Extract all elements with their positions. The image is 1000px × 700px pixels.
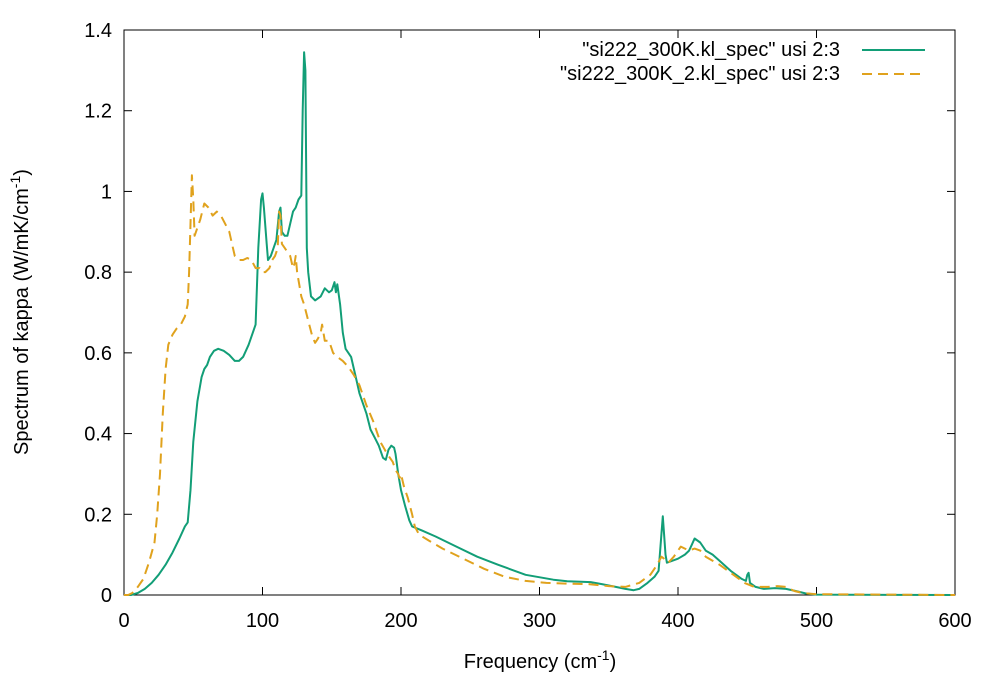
y-tick-label: 0.6 bbox=[84, 343, 112, 365]
x-tick-label: 600 bbox=[938, 610, 971, 632]
tick-labels: 0 100 200 300 400 500 600 0 0.2 0.4 0.6 0.8 1 1.2 1.4 bbox=[84, 20, 972, 632]
tick-marks bbox=[123, 29, 956, 596]
y-tick-label: 0 bbox=[101, 585, 112, 607]
y-tick-label: 0.2 bbox=[84, 504, 112, 526]
series-layer bbox=[124, 51, 956, 596]
legend-label-2: "si222_300K_2.kl_spec" usi 2:3 bbox=[560, 63, 840, 85]
x-tick-label: 200 bbox=[384, 610, 417, 632]
series-line-2 bbox=[124, 174, 956, 596]
y-tick-label: 1 bbox=[101, 181, 112, 203]
x-tick-label: 100 bbox=[246, 610, 279, 632]
y-tick-label: 0.8 bbox=[84, 262, 112, 284]
x-tick-label: 0 bbox=[118, 610, 129, 632]
series-line-1 bbox=[124, 51, 956, 596]
x-tick-label: 300 bbox=[523, 610, 556, 632]
x-axis-title: Frequency (cm-1) bbox=[464, 647, 617, 673]
legend-label-1: "si222_300K.kl_spec" usi 2:3 bbox=[582, 39, 840, 61]
x-tick-label: 500 bbox=[800, 610, 833, 632]
y-tick-label: 1.2 bbox=[84, 101, 112, 123]
y-axis-title: Spectrum of kappa (W/mK/cm-1) bbox=[7, 169, 33, 455]
x-tick-label: 400 bbox=[661, 610, 694, 632]
y-tick-label: 1.4 bbox=[84, 20, 112, 42]
plot-frame bbox=[123, 29, 956, 596]
y-tick-label: 0.4 bbox=[84, 424, 112, 446]
legend: "si222_300K.kl_spec" usi 2:3"si222_300K_… bbox=[560, 39, 925, 85]
